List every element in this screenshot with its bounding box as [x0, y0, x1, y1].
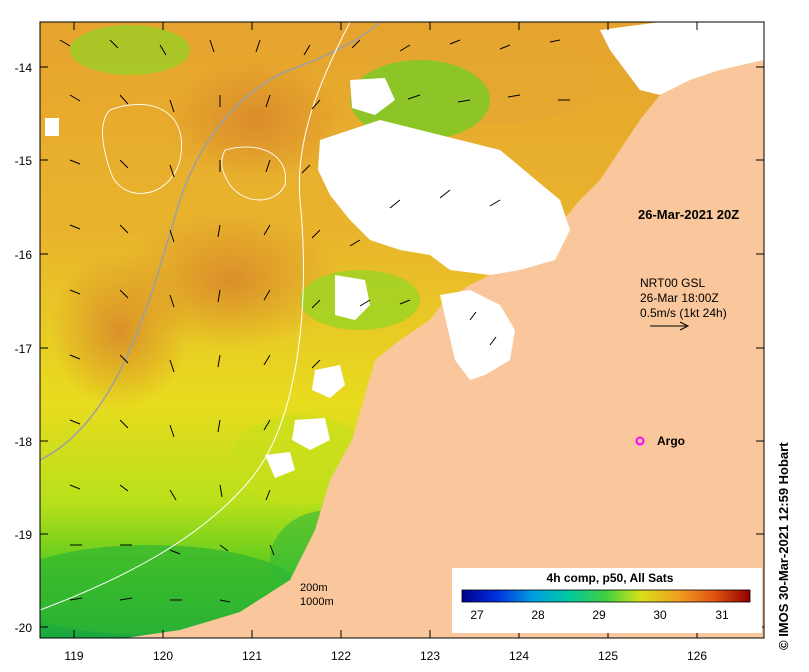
colorbar-tick-label: 28	[531, 608, 545, 622]
y-axis	[40, 66, 764, 628]
timestamp-label: 26-Mar-2021 20Z	[638, 207, 739, 222]
colorbar-tick-label: 27	[470, 608, 484, 622]
y-tick-label: -17	[15, 342, 33, 356]
x-tick-labels: 119 120 121 122 123 124 125 126	[64, 649, 707, 663]
x-axis	[73, 22, 698, 638]
x-tick-label: 120	[153, 649, 173, 663]
y-tick-label: -16	[15, 248, 33, 262]
argo-marker	[635, 436, 645, 446]
x-tick-label: 125	[598, 649, 618, 663]
x-tick-label: 124	[509, 649, 529, 663]
y-tick-label: -15	[15, 154, 33, 168]
colorbar: 4h comp, p50, All Sats 27 28 29 30 31	[452, 568, 762, 633]
colorbar-title: 4h comp, p50, All Sats	[547, 571, 674, 585]
x-tick-label: 119	[64, 649, 83, 663]
y-tick-labels: -14 -15 -16 -17 -18 -19 -20	[15, 61, 33, 635]
current-legend-line3: 0.5m/s (1kt 24h)	[640, 306, 727, 320]
current-legend-line2: 26-Mar 18:00Z	[640, 291, 719, 305]
y-tick-label: -19	[15, 528, 33, 542]
x-tick-label: 126	[687, 649, 707, 663]
colorbar-tick-label: 31	[715, 608, 729, 622]
land-mass	[125, 22, 764, 638]
colorbar-tick-label: 30	[653, 608, 667, 622]
cloud-mask	[45, 22, 764, 478]
colorbar-tick-label: 29	[592, 608, 606, 622]
x-tick-label: 123	[420, 649, 440, 663]
isobath-legend: 200m 1000m	[300, 582, 334, 608]
isobath-legend-200m: 200m	[300, 582, 328, 594]
x-tick-label: 122	[331, 649, 351, 663]
isobath-1000m	[40, 22, 351, 611]
y-tick-label: -14	[15, 61, 33, 75]
isobath-legend-1000m: 1000m	[300, 596, 334, 608]
sst-field	[40, 22, 764, 638]
x-tick-label: 121	[242, 649, 262, 663]
isobath-200m	[40, 22, 381, 461]
current-legend-line1: NRT00 GSL	[640, 276, 705, 290]
y-tick-label: -20	[15, 621, 33, 635]
current-legend: NRT00 GSL 26-Mar 18:00Z 0.5m/s (1kt 24h)	[640, 276, 727, 331]
y-tick-label: -18	[15, 435, 33, 449]
credit-label: © IMOS 30-Mar-2021 12:59 Hobart	[776, 442, 791, 650]
current-vectors	[59, 39, 570, 603]
argo-label: Argo	[657, 434, 685, 448]
